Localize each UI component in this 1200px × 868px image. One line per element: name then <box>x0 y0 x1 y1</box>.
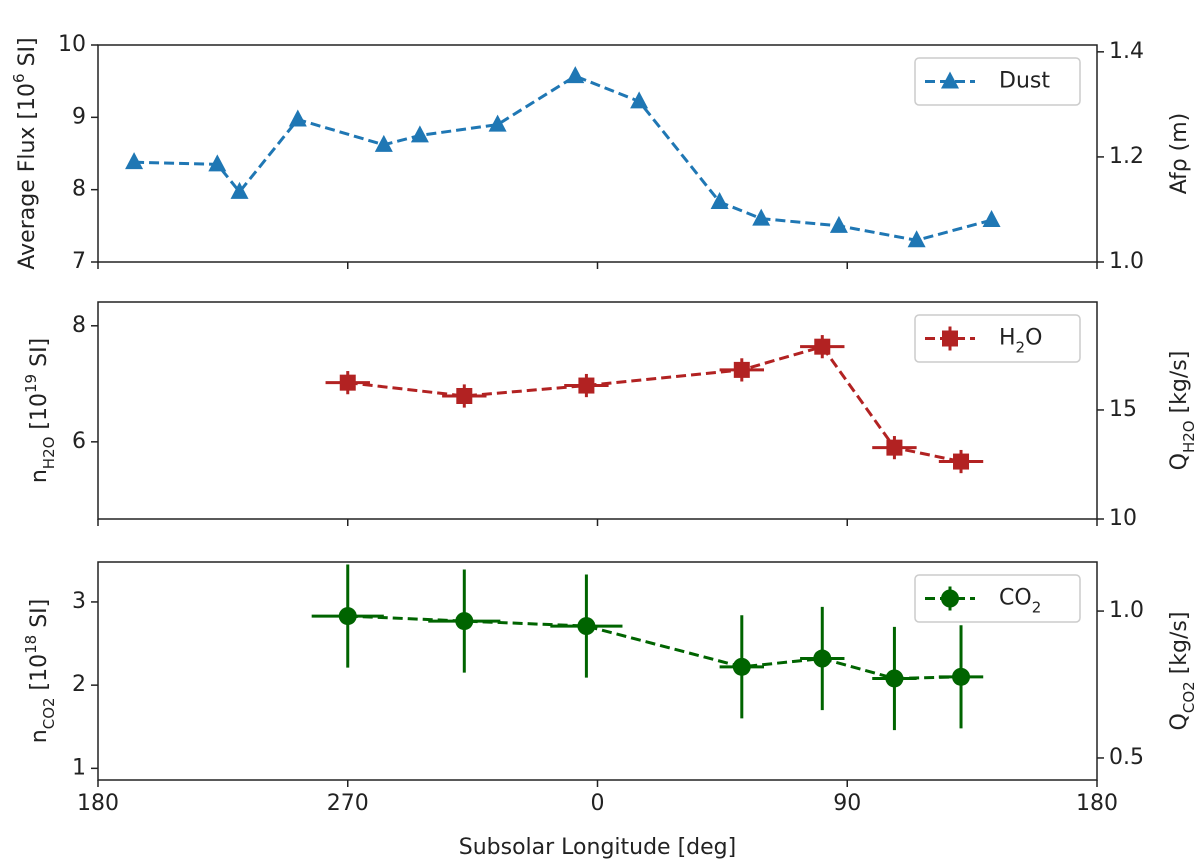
y2-tick-label: 1.4 <box>1109 39 1144 64</box>
marker <box>630 91 649 109</box>
legend-marker <box>941 71 959 89</box>
label-part: H2O <box>40 437 58 470</box>
label-part: 2 <box>1032 598 1042 616</box>
x-tick-label: 90 <box>833 791 861 816</box>
series-line <box>347 344 962 464</box>
marker <box>230 181 249 199</box>
marker <box>886 439 903 456</box>
marker <box>125 152 144 170</box>
marker <box>752 208 771 226</box>
label-part: [10 <box>27 654 52 698</box>
marker <box>733 361 750 378</box>
x-tick-label: 180 <box>77 791 119 816</box>
marker <box>338 607 357 626</box>
marker <box>814 338 831 355</box>
label-part: [kg/s] <box>1167 612 1192 682</box>
legend-box <box>914 57 1081 106</box>
label-part: Q <box>1167 453 1192 470</box>
label-part: Q <box>1167 713 1192 730</box>
label-part: n <box>27 729 52 743</box>
plot-frame <box>97 301 1098 520</box>
label-part: CO <box>999 586 1032 611</box>
label-part: 19 <box>22 374 40 393</box>
marker <box>577 617 596 636</box>
label-part: Dust <box>999 69 1050 94</box>
marker <box>710 191 729 209</box>
marker <box>813 649 832 668</box>
marker <box>732 657 751 676</box>
legend-box <box>914 574 1081 623</box>
label-part: H <box>999 326 1016 351</box>
legend-box <box>914 314 1081 363</box>
y2-axis-label: QH2O [kg/s] <box>1167 351 1198 471</box>
y2-tick-label: 0.5 <box>1109 745 1144 770</box>
label-part: 6 <box>10 73 28 83</box>
y2-axis-label: QCO2 [kg/s] <box>1167 612 1198 731</box>
legend-label: CO2 <box>999 586 1041 617</box>
y2-tick-label: 15 <box>1109 397 1137 422</box>
label-part: n <box>27 469 52 483</box>
marker <box>885 669 904 688</box>
y2-tick-label: 10 <box>1109 506 1137 531</box>
y-tick-label: 3 <box>72 589 86 614</box>
y-axis-label: nCO2 [1018 SI] <box>22 599 58 743</box>
y-axis-label: Average Flux [106 SI] <box>10 37 41 269</box>
marker <box>339 374 356 391</box>
y2-tick-label: 1.0 <box>1109 249 1144 274</box>
marker <box>410 125 429 143</box>
y2-tick-label: 1.2 <box>1109 144 1144 169</box>
marker <box>982 210 1001 228</box>
x-tick-label: 180 <box>1076 791 1118 816</box>
series-line <box>134 74 992 242</box>
y-tick-label: 9 <box>72 104 86 129</box>
label-part: H2O <box>1180 420 1198 453</box>
legend-label: Dust <box>999 69 1050 94</box>
marker <box>288 109 307 127</box>
y-tick-label: 7 <box>72 249 86 274</box>
y2-axis-label: Afρ (m) <box>1167 113 1192 195</box>
marker <box>456 387 473 404</box>
label-part: 2 <box>1016 338 1026 356</box>
plot-frame <box>97 44 1098 263</box>
label-part: [kg/s] <box>1167 351 1192 421</box>
marker <box>566 66 585 84</box>
label-part: 18 <box>22 635 40 654</box>
y-tick-label: 6 <box>72 429 86 454</box>
label-part: CO2 <box>40 697 58 729</box>
y-tick-label: 8 <box>72 313 86 338</box>
marker <box>455 612 474 631</box>
label-part: O <box>1025 326 1042 351</box>
y2-tick-label: 1.0 <box>1109 598 1144 623</box>
x-tick-label: 270 <box>327 791 369 816</box>
x-axis-label: Subsolar Longitude [deg] <box>459 835 736 860</box>
marker <box>907 230 926 248</box>
label-part: SI] <box>27 599 52 635</box>
marker <box>578 377 595 394</box>
marker <box>952 667 971 686</box>
marker <box>953 453 970 470</box>
label-part: Afρ (m) <box>1167 113 1192 195</box>
label-part: CO2 <box>1180 681 1198 713</box>
plot-frame <box>97 561 1098 781</box>
marker <box>374 134 393 152</box>
x-tick-label: 0 <box>591 791 605 816</box>
legend-marker <box>941 589 959 608</box>
y-axis-label: nH2O [1019 SI] <box>22 338 58 483</box>
label-part: [10 <box>27 393 52 437</box>
marker <box>488 114 507 132</box>
label-part: Average Flux [10 <box>15 83 40 270</box>
label-part: SI] <box>27 338 52 374</box>
y-tick-label: 1 <box>72 755 86 780</box>
series-line <box>347 614 962 680</box>
label-part: SI] <box>15 37 40 73</box>
y-tick-label: 2 <box>72 672 86 697</box>
y-tick-label: 10 <box>58 32 86 57</box>
legend-label: H2O <box>999 326 1042 357</box>
y-tick-label: 8 <box>72 177 86 202</box>
legend-marker <box>942 330 958 347</box>
marker <box>829 215 848 233</box>
marker <box>208 154 227 172</box>
